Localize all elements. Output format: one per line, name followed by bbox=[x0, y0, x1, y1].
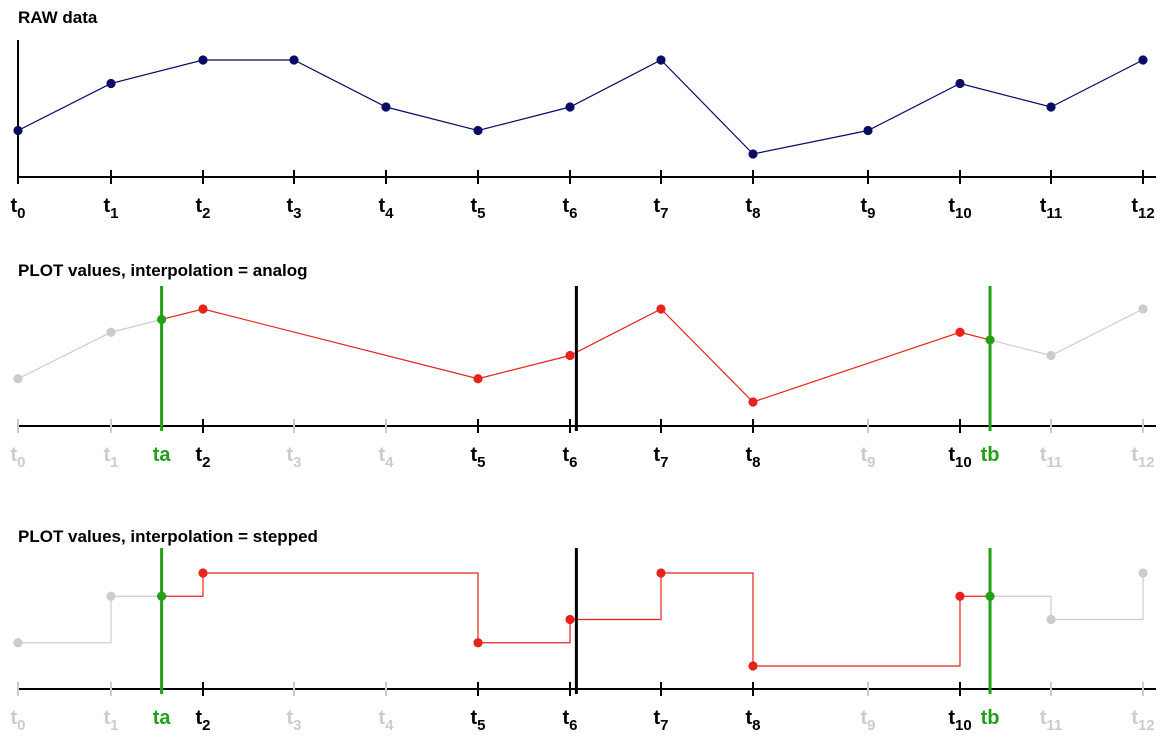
selected-point-t2 bbox=[198, 304, 208, 314]
tick-label-t7: t7 bbox=[653, 195, 668, 222]
unselected-point-t11 bbox=[1046, 614, 1056, 625]
range-end-label: tb bbox=[981, 707, 1000, 729]
tick-label-t0: t0 bbox=[10, 707, 25, 734]
range-end-point bbox=[985, 335, 995, 345]
tick-label-t1: t1 bbox=[103, 195, 118, 222]
selected-series-line bbox=[161, 308, 991, 403]
tick-label-t2: t2 bbox=[195, 444, 210, 471]
tick-label-t9: t9 bbox=[860, 444, 875, 471]
tick-label-t4: t4 bbox=[378, 195, 394, 222]
tick-label-t8: t8 bbox=[745, 707, 760, 734]
tick-label-t3: t3 bbox=[286, 707, 301, 734]
selected-point-t6 bbox=[565, 350, 575, 361]
tick-label-t10: t10 bbox=[948, 707, 971, 734]
selected-point-t10 bbox=[955, 591, 965, 601]
raw-point-t3 bbox=[289, 55, 299, 65]
tick-label-t1: t1 bbox=[103, 707, 118, 734]
unselected-point-t11 bbox=[1046, 350, 1056, 361]
tick-label-t5: t5 bbox=[470, 707, 485, 734]
tick-label-t1: t1 bbox=[103, 444, 118, 471]
tick-label-t6: t6 bbox=[562, 707, 577, 734]
unselected-point-t1 bbox=[106, 591, 116, 601]
unselected-series-left bbox=[17, 318, 162, 380]
unselected-series-left bbox=[18, 595, 162, 644]
range-start-point bbox=[157, 314, 167, 325]
tick-label-t10: t10 bbox=[948, 195, 971, 222]
range-start-label: ta bbox=[153, 707, 172, 729]
selected-point-t5 bbox=[473, 638, 483, 648]
raw-point-t12 bbox=[1138, 55, 1148, 65]
tick-label-t0: t0 bbox=[10, 195, 25, 222]
raw-point-t6 bbox=[565, 102, 575, 112]
tick-label-t9: t9 bbox=[860, 707, 875, 734]
selected-series-line bbox=[161, 572, 991, 667]
raw-point-t11 bbox=[1046, 102, 1056, 112]
selected-point-t8 bbox=[748, 397, 758, 407]
unselected-series-right bbox=[989, 308, 1144, 357]
raw-point-t1 bbox=[106, 78, 116, 89]
tick-label-t2: t2 bbox=[195, 707, 210, 734]
selected-point-t7 bbox=[656, 568, 666, 578]
raw-point-t9 bbox=[863, 125, 873, 136]
selected-point-t6 bbox=[565, 614, 575, 625]
tick-label-t6: t6 bbox=[562, 195, 577, 222]
tick-label-t5: t5 bbox=[470, 195, 485, 222]
selected-point-t10 bbox=[955, 327, 965, 337]
tick-label-t4: t4 bbox=[378, 707, 394, 734]
unselected-point-t12 bbox=[1138, 568, 1148, 578]
tick-label-t3: t3 bbox=[286, 195, 301, 222]
raw-point-t4 bbox=[381, 102, 391, 112]
unselected-series-right bbox=[990, 573, 1144, 621]
raw-point-t8 bbox=[748, 149, 758, 159]
tick-label-t4: t4 bbox=[378, 444, 394, 471]
range-start-point bbox=[157, 591, 167, 601]
tick-label-t0: t0 bbox=[10, 444, 25, 471]
tick-label-t5: t5 bbox=[470, 444, 485, 471]
tick-label-t8: t8 bbox=[745, 195, 760, 222]
stepped-panel-title: PLOT values, interpolation = stepped bbox=[18, 527, 318, 546]
tick-label-t11: t11 bbox=[1040, 195, 1063, 222]
range-end-label: tb bbox=[981, 444, 1000, 466]
tick-label-t8: t8 bbox=[745, 444, 760, 471]
unselected-point-t0 bbox=[13, 638, 23, 648]
range-start-label: ta bbox=[153, 444, 172, 466]
unselected-point-t0 bbox=[13, 374, 23, 384]
tick-label-t12: t12 bbox=[1131, 707, 1154, 734]
tick-label-t12: t12 bbox=[1131, 444, 1154, 471]
raw-point-t5 bbox=[473, 125, 483, 136]
selected-point-t7 bbox=[656, 304, 666, 314]
tick-label-t11: t11 bbox=[1040, 707, 1063, 734]
tick-label-t11: t11 bbox=[1040, 444, 1063, 471]
selected-point-t5 bbox=[473, 374, 483, 384]
raw-point-t10 bbox=[955, 78, 965, 89]
tick-label-t6: t6 bbox=[562, 444, 577, 471]
raw-series-line bbox=[17, 59, 1144, 155]
selected-point-t2 bbox=[198, 568, 208, 578]
unselected-point-t12 bbox=[1138, 304, 1148, 314]
tick-label-t10: t10 bbox=[948, 444, 971, 471]
tick-label-t9: t9 bbox=[860, 195, 875, 222]
raw-panel-title: RAW data bbox=[18, 8, 98, 27]
raw-point-t7 bbox=[656, 55, 666, 65]
tick-label-t3: t3 bbox=[286, 444, 301, 471]
analog-panel-title: PLOT values, interpolation = analog bbox=[18, 261, 308, 280]
range-end-point bbox=[985, 591, 995, 601]
tick-label-t7: t7 bbox=[653, 444, 668, 471]
unselected-point-t1 bbox=[106, 327, 116, 337]
selected-point-t8 bbox=[748, 661, 758, 671]
tick-label-t7: t7 bbox=[653, 707, 668, 734]
raw-point-t0 bbox=[13, 125, 23, 136]
raw-point-t2 bbox=[198, 55, 208, 65]
tick-label-t12: t12 bbox=[1131, 195, 1154, 222]
tick-label-t2: t2 bbox=[195, 195, 210, 222]
